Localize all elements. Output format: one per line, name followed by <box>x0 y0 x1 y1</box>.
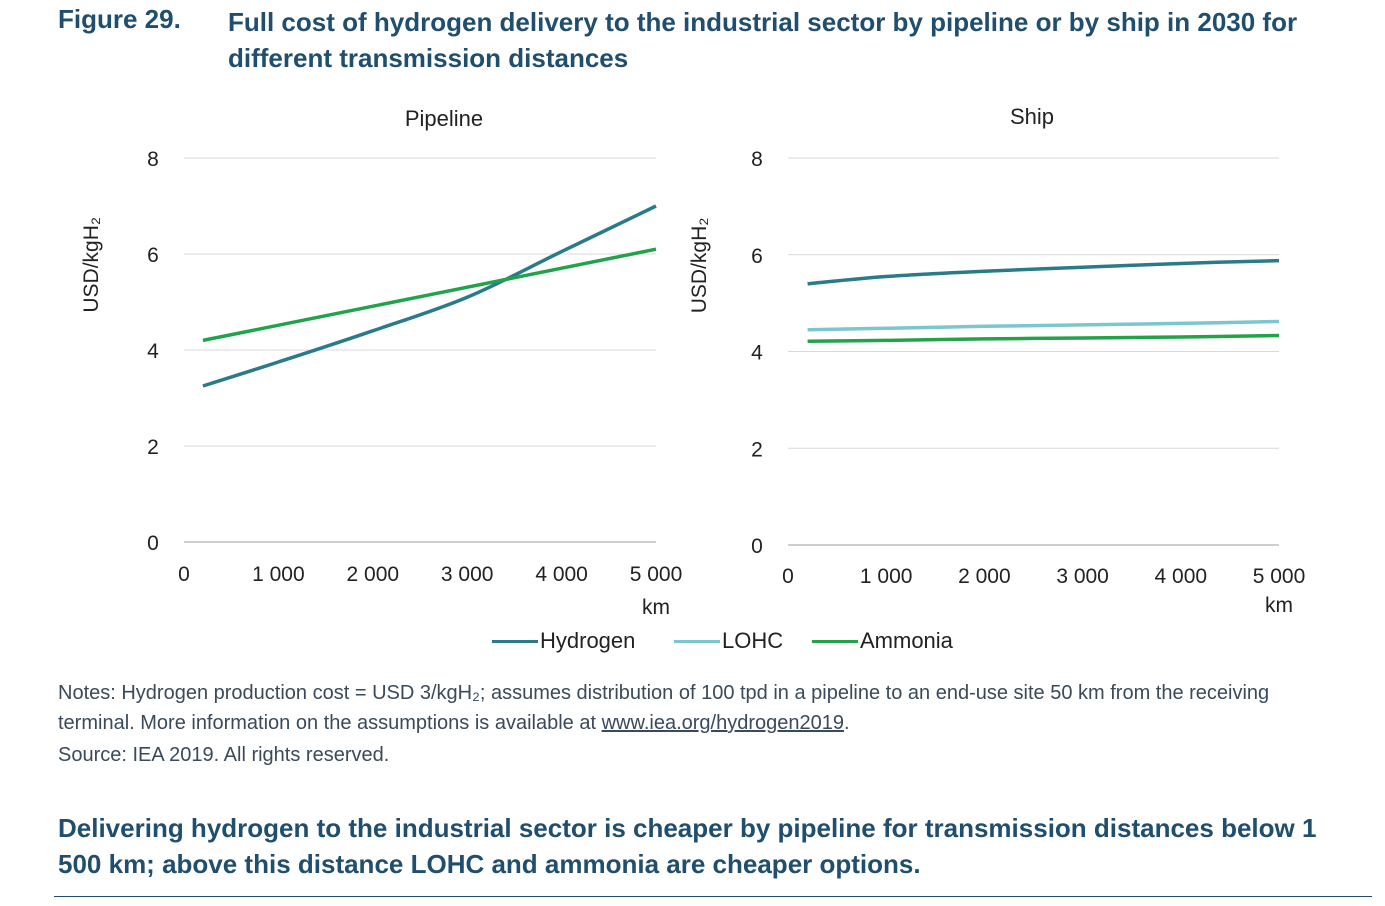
ship-series-ammonia <box>807 333 1280 344</box>
ship-series-hydrogen <box>807 258 1280 286</box>
ship-xtick-label: 0 <box>782 565 794 588</box>
legend-label-lohc: LOHC <box>722 628 784 653</box>
legend-swatch-hydrogen <box>492 640 538 643</box>
ship-ytick-label: 0 <box>751 535 763 558</box>
notes-suffix: . <box>843 712 850 734</box>
pipeline-ytick-label: 2 <box>147 436 159 459</box>
pipeline-ytick-label: 4 <box>147 340 159 363</box>
ship-xtick-label: 1 000 <box>860 565 913 588</box>
ship-ytick-label: 2 <box>751 438 763 461</box>
figure-title: Full cost of hydrogen delivery to the in… <box>228 7 1298 73</box>
pipeline-xtick-label: 3 000 <box>441 563 494 586</box>
pipeline-xtick-label: 1 000 <box>252 563 305 586</box>
charts-area: 0 2 4 6 8 0 1 000 2 000 3 000 4 000 5 000 Pipeline k… <box>80 104 1306 619</box>
pipeline-xtick-label: 2 000 <box>347 563 400 586</box>
ship-ytick-label: 8 <box>751 148 763 171</box>
notes-link[interactable]: www.iea.org/hydrogen2019 <box>601 712 844 734</box>
ship-series-lohc <box>807 319 1280 332</box>
pipeline-chart-title: Pipeline <box>405 106 483 131</box>
notes-text: Notes: Hydrogen production cost = USD 3/… <box>58 682 1270 734</box>
ship-xtick-label: 3 000 <box>1056 565 1109 588</box>
pipeline-series-hydrogen <box>202 204 657 388</box>
source-text: Source: IEA 2019. All rights reserved. <box>58 744 390 766</box>
ship-xtick-label: 4 000 <box>1155 565 1208 588</box>
pipeline-xtick-label: 4 000 <box>535 563 588 586</box>
legend: Hydrogen LOHC Ammonia <box>0 626 1385 656</box>
legend-label-hydrogen: Hydrogen <box>540 628 636 653</box>
ship-xtick-label: 5 000 <box>1253 565 1306 588</box>
ship-chart-title: Ship <box>1010 104 1054 129</box>
bottom-rule <box>54 896 1372 897</box>
legend-swatch-lohc <box>674 640 720 643</box>
pipeline-y-axis-label: USD/kgH₂ <box>80 217 103 313</box>
figure-number: Figure 29. <box>58 4 181 34</box>
pipeline-ytick-label: 8 <box>147 148 159 171</box>
pipeline-xtick-label: 0 <box>178 563 190 586</box>
pipeline-xtick-label: 5 000 <box>630 563 683 586</box>
legend-swatch-ammonia <box>812 640 858 643</box>
takeaway-text: Delivering hydrogen to the industrial se… <box>58 813 1317 879</box>
ship-xtick-label: 2 000 <box>958 565 1011 588</box>
pipeline-series-ammonia <box>202 247 657 343</box>
ship-ytick-label: 4 <box>751 342 763 365</box>
legend-label-ammonia: Ammonia <box>860 628 953 653</box>
ship-ytick-label: 6 <box>751 245 763 268</box>
ship-x-axis-label: km <box>1265 594 1293 617</box>
notes: Notes: Hydrogen production cost = USD 3/… <box>58 678 1338 738</box>
pipeline-ytick-label: 6 <box>147 244 159 267</box>
ship-y-axis-label: USD/kgH₂ <box>688 218 711 314</box>
pipeline-x-axis-label: km <box>642 596 670 619</box>
pipeline-ytick-label: 0 <box>147 532 159 555</box>
